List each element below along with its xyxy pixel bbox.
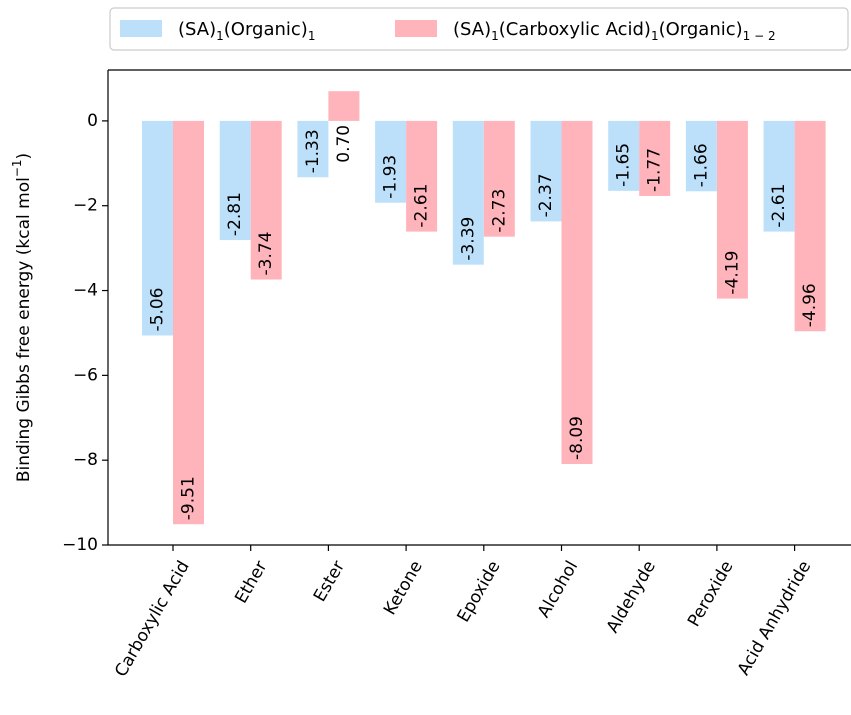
data-label-s1-0: -5.06	[148, 287, 168, 331]
bar-s1-0	[142, 120, 173, 336]
legend-label-2: (SA)1(Carboxylic Acid)1(Organic)1 − 2	[453, 19, 776, 44]
data-label-s2-8: -4.96	[800, 283, 820, 327]
y-tick-label-1: −2	[73, 196, 98, 216]
bar-s2-8	[794, 120, 826, 332]
bar-s1-1	[219, 120, 251, 241]
data-label-s2-7: -4.19	[722, 251, 742, 295]
data-label-s1-2: -1.33	[303, 129, 323, 173]
bar-s1-4	[452, 120, 484, 265]
data-label-s2-5: -8.09	[567, 416, 587, 460]
x-tick-label-1: Ether	[231, 558, 271, 608]
data-label-s1-8: -2.61	[769, 184, 789, 228]
bar-s1-5	[530, 120, 562, 222]
legend-swatch-1	[120, 20, 162, 37]
bar-s2-7	[716, 120, 748, 299]
y-tick-label-5: −10	[62, 535, 98, 555]
legend-swatch-2	[395, 20, 437, 37]
bar-s1-2	[297, 120, 329, 178]
x-tick-label-3: Ketone	[380, 558, 427, 619]
bar-s2-4	[483, 120, 515, 237]
bar-s1-7	[685, 120, 717, 192]
y-axis-label: Binding Gibbs free energy (kcal mol−1)	[10, 153, 34, 482]
bar-s1-3	[375, 120, 407, 203]
x-tick-label-4: Epoxide	[453, 558, 504, 626]
bar-s2-5	[561, 120, 593, 464]
x-tick-label-7: Peroxide	[684, 558, 738, 631]
y-tick-label-0: 0	[87, 111, 98, 131]
bar-s1-8	[763, 120, 795, 232]
y-tick-label-4: −8	[73, 450, 98, 470]
data-label-s2-2: 0.70	[334, 125, 354, 163]
x-tick-label-6: Aldehyde	[603, 558, 660, 637]
x-tick-label-5: Alcohol	[534, 558, 582, 622]
bar-s2-0	[173, 120, 204, 525]
data-label-s2-3: -2.61	[412, 184, 432, 228]
data-label-s1-7: -1.66	[691, 143, 711, 187]
bar-s1-6	[608, 120, 640, 191]
legend-label-1: (SA)1(Organic)1	[178, 19, 315, 44]
data-label-s1-4: -3.39	[458, 217, 478, 261]
data-label-s1-1: -2.81	[225, 192, 245, 236]
data-label-s1-3: -1.93	[381, 155, 401, 199]
legend: (SA)1(Organic)1 (SA)1(Carboxylic Acid)1(O…	[109, 7, 849, 51]
x-tick-label-8: Acid Anhydride	[734, 558, 816, 679]
data-label-s2-0: -9.51	[179, 476, 199, 520]
x-tick-label-2: Ester	[310, 557, 349, 605]
data-label-s2-4: -2.73	[489, 189, 509, 233]
bar-s2-2	[328, 91, 360, 121]
data-label-s1-5: -2.37	[536, 173, 556, 217]
bar-s2-3	[406, 120, 438, 232]
y-tick-label-2: −4	[73, 281, 98, 301]
bar-s2-1	[250, 120, 282, 280]
data-label-s2-1: -3.74	[256, 232, 276, 276]
x-tick-label-0: Carboxylic Acid	[111, 558, 194, 681]
legend-frame	[109, 7, 849, 51]
bar-s2-6	[639, 120, 671, 196]
data-label-s1-6: -1.65	[614, 143, 634, 187]
data-label-s2-6: -1.77	[645, 148, 665, 192]
y-tick-label-3: −6	[73, 365, 98, 385]
